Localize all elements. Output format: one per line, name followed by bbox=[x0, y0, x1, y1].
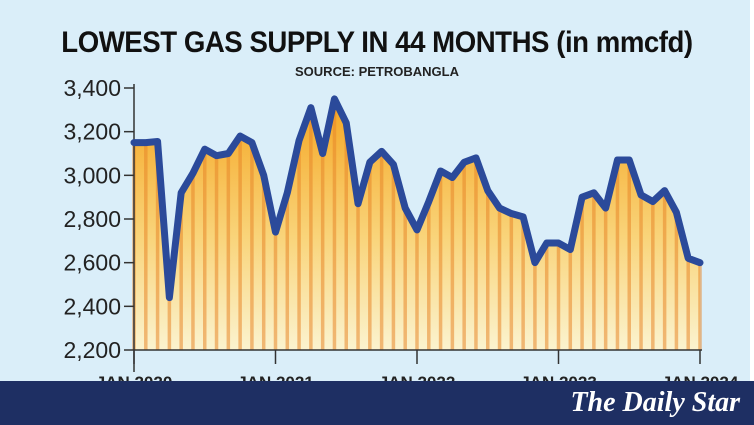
chart-title: LOWEST GAS SUPPLY IN 44 MONTHS (in mmcfd… bbox=[61, 26, 693, 59]
y-tick-label: 3,000 bbox=[63, 162, 121, 188]
right-edge-divider bbox=[750, 0, 754, 381]
y-tick-label: 2,400 bbox=[63, 293, 121, 319]
y-tick-label: 2,200 bbox=[63, 337, 121, 363]
y-tick-label: 2,600 bbox=[63, 250, 121, 276]
chart-source: SOURCE: PETROBANGLA bbox=[295, 64, 459, 79]
y-tick-label: 2,800 bbox=[63, 206, 121, 232]
footer-bar: The Daily Star bbox=[0, 381, 754, 425]
x-tick-label: JAN 2023 bbox=[520, 373, 597, 381]
y-tick-label: 3,400 bbox=[63, 75, 121, 101]
series-line bbox=[130, 95, 704, 302]
y-tick-label: 3,200 bbox=[63, 119, 121, 145]
x-tick-label: JAN 2021 bbox=[237, 373, 314, 381]
x-tick-label: JAN 2024 bbox=[662, 373, 739, 381]
gas-supply-chart: 2,200 2,400 2,600 2,800 3,000 3,200 3,400 JAN 2… bbox=[63, 75, 739, 381]
x-tick-label: JAN 2020 bbox=[96, 373, 173, 381]
x-tick-label: JAN 2022 bbox=[379, 373, 456, 381]
brand-logo: The Daily Star bbox=[570, 387, 740, 418]
